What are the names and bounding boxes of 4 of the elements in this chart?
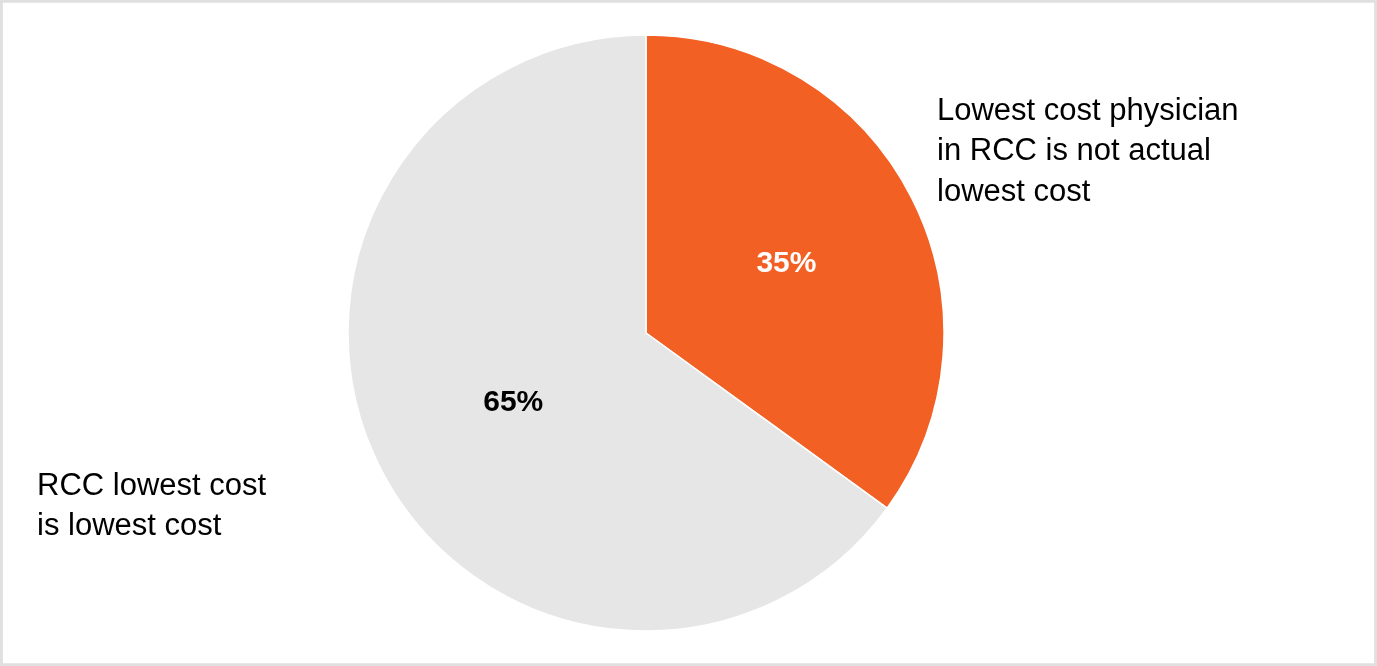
slice-label: RCC lowest cost is lowest cost [37,467,267,543]
data-label: 65% [483,384,544,418]
slice-label: Lowest cost physician in RCC is not actual lowest cost [937,92,1239,208]
data-label: 35% [756,244,817,278]
